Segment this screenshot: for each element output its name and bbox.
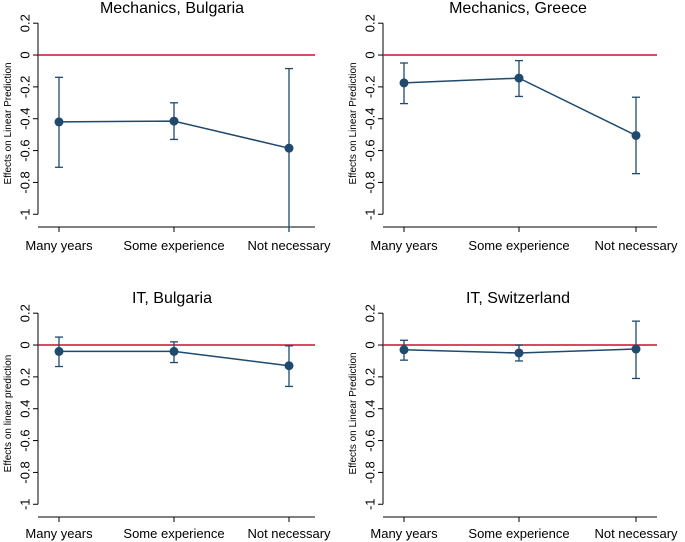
data-point: [399, 345, 409, 355]
y-tick-label: -0.8: [18, 461, 33, 483]
data-point: [631, 344, 641, 354]
chart-panel: IT, Bulgaria Effects on linear prediction…: [3, 290, 331, 541]
y-tick-label: 0.2: [363, 304, 378, 322]
y-tick-label: 0: [18, 51, 33, 58]
data-point: [399, 78, 409, 88]
y-tick-label: 0.2: [18, 14, 33, 32]
y-tick-label: -0.6: [363, 139, 378, 161]
x-tick-label: Many years: [25, 238, 93, 253]
y-tick-label: 0: [363, 51, 378, 58]
y-tick-label: -0.4: [363, 108, 378, 130]
chart-title: IT, Bulgaria: [132, 290, 212, 307]
data-point: [54, 346, 64, 356]
y-tick-label: -1: [18, 208, 33, 220]
y-tick-label: 0.4: [18, 400, 33, 418]
data-point: [514, 348, 524, 358]
chart-panel: Mechanics, Bulgaria Effects on Linear Pre…: [3, 0, 331, 253]
y-axis-label: Effects on Linear Prediction: [348, 62, 359, 184]
y-tick-label: 0.4: [363, 400, 378, 418]
chart-panel: Mechanics, Greece Effects on Linear Predi…: [348, 0, 678, 253]
chart-title: Mechanics, Bulgaria: [100, 0, 244, 17]
y-tick-label: 0: [363, 341, 378, 348]
y-axis-label: Effects on Linear Prediction: [348, 352, 359, 474]
y-tick-label: -0.2: [18, 76, 33, 98]
y-tick-label: 0.2: [363, 368, 378, 386]
data-point: [169, 116, 179, 126]
x-tick-label: Not necessary: [247, 238, 331, 253]
x-tick-label: Not necessary: [247, 526, 331, 541]
y-tick-label: -0.8: [363, 171, 378, 193]
x-tick-label: Not necessary: [594, 238, 678, 253]
series-line: [403, 77, 637, 137]
data-point: [169, 346, 179, 356]
chart-title: IT, Switzerland: [466, 290, 570, 307]
x-tick-label: Many years: [370, 238, 438, 253]
chart-panel: IT, Switzerland Effects on Linear Predict…: [348, 290, 678, 541]
y-tick-label: -0.4: [18, 108, 33, 130]
y-axis-label: Effects on linear prediction: [3, 355, 14, 473]
y-tick-label: -1: [363, 208, 378, 220]
x-tick-label: Many years: [25, 526, 93, 541]
y-tick-label: -0.6: [18, 429, 33, 451]
x-tick-label: Some experience: [123, 238, 224, 253]
data-point: [284, 143, 294, 153]
y-tick-label: -0.6: [363, 429, 378, 451]
x-tick-label: Some experience: [468, 238, 569, 253]
y-tick-label: -1: [18, 498, 33, 510]
y-tick-label: 0.2: [363, 14, 378, 32]
y-tick-label: 0.2: [18, 368, 33, 386]
x-tick-label: Many years: [370, 526, 438, 541]
chart-title: Mechanics, Greece: [449, 0, 587, 17]
y-tick-label: -0.6: [18, 139, 33, 161]
x-tick-label: Not necessary: [594, 526, 678, 541]
y-tick-label: -0.8: [363, 461, 378, 483]
data-point: [631, 130, 641, 140]
y-tick-label: -0.2: [363, 76, 378, 98]
data-point: [284, 361, 294, 371]
y-tick-label: 0.2: [18, 304, 33, 322]
y-tick-label: 0: [18, 341, 33, 348]
y-tick-label: -1: [363, 498, 378, 510]
y-axis-label: Effects on Linear Prediction: [3, 62, 14, 184]
x-tick-label: Some experience: [123, 526, 224, 541]
data-point: [54, 117, 64, 127]
x-tick-label: Some experience: [468, 526, 569, 541]
y-tick-label: -0.8: [18, 171, 33, 193]
data-point: [514, 73, 524, 83]
